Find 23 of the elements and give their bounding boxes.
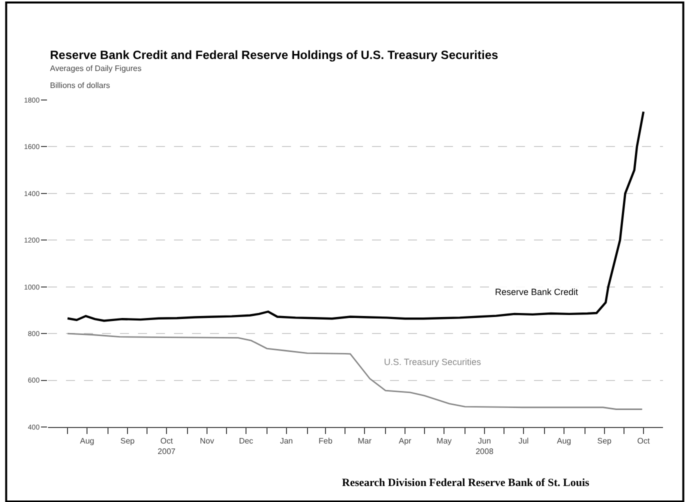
x-tick-label: Jul bbox=[518, 436, 529, 446]
x-tick-label: Sep bbox=[597, 436, 612, 446]
x-tick-label: Feb bbox=[318, 436, 333, 446]
x-tick-label: Sep bbox=[120, 436, 136, 446]
series-label: U.S. Treasury Securities bbox=[384, 357, 482, 367]
y-axis-title: Billions of dollars bbox=[50, 81, 110, 90]
chart-subtitle: Averages of Daily Figures bbox=[50, 64, 142, 73]
line-series bbox=[66, 332, 643, 410]
x-tick-label: Mar bbox=[358, 436, 372, 446]
series-label: Reserve Bank Credit bbox=[495, 287, 579, 297]
x-tick-label: Nov bbox=[200, 436, 214, 446]
line-series bbox=[66, 110, 645, 322]
x-tick-label: Apr bbox=[398, 436, 412, 446]
x-tick-label: Jun 2008 bbox=[476, 436, 494, 456]
x-tick-label: May bbox=[436, 436, 452, 446]
chart-title: Reserve Bank Credit and Federal Reserve Holdings of U.S. Treasury Securities bbox=[50, 48, 498, 62]
text: Research Division Federal Reserve Bank of St. Louis bbox=[342, 477, 590, 489]
x-tick-label: Aug bbox=[556, 436, 572, 446]
x-tick-label: Aug bbox=[80, 436, 94, 446]
x-tick-label: Dec bbox=[238, 436, 254, 446]
x-tick-label: Oct bbox=[637, 436, 650, 446]
x-tick-label: Jan bbox=[280, 436, 293, 446]
x-tick-label: Oct 2007 bbox=[158, 436, 176, 456]
